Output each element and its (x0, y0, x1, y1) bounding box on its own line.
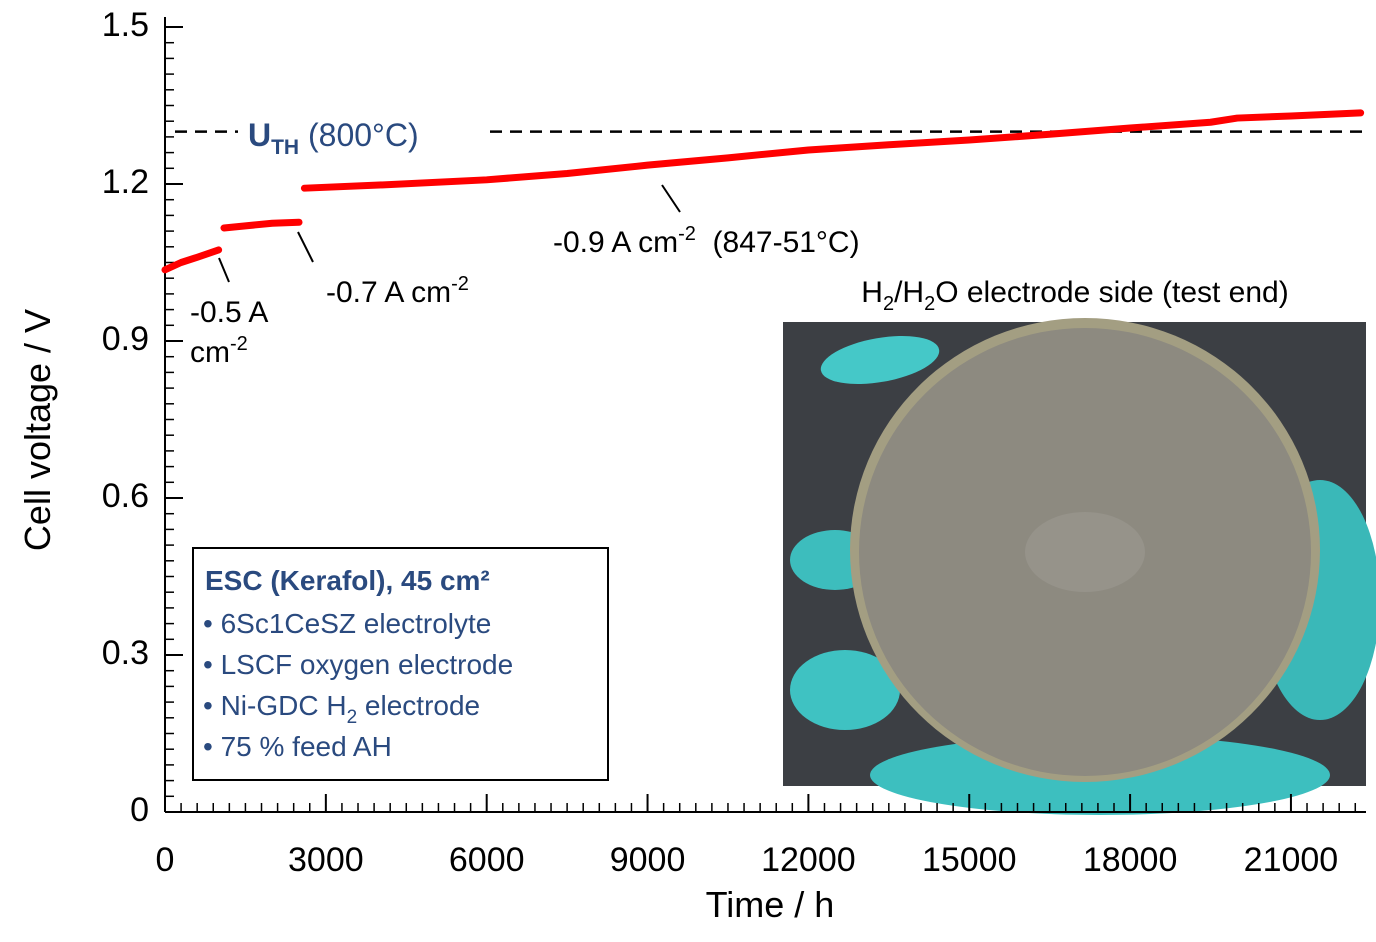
chart: H2/H2O electrode side (test end) ESC (Ke… (0, 0, 1376, 937)
legend-item: • 75 % feed AH (203, 731, 392, 762)
legend-title: ESC (Kerafol), 45 cm² (205, 565, 490, 596)
x-tick-label: 3000 (288, 841, 364, 879)
x-tick-label: 15000 (922, 841, 1017, 879)
y-tick-label: 1.5 (102, 6, 149, 44)
threshold-sub: TH (271, 136, 299, 159)
annotation-sup: -2 (451, 273, 469, 295)
annotation-part: cm (190, 336, 230, 369)
caption-part: /H (894, 276, 924, 309)
x-tick-label: 21000 (1244, 841, 1339, 879)
x-tick-label: 0 (156, 841, 175, 879)
x-tick-label: 12000 (761, 841, 856, 879)
annotation: -0.5 A (190, 296, 268, 329)
threshold-label: UTH (800°C) (248, 117, 419, 159)
caption-part: H (861, 276, 883, 309)
x-tick-label: 6000 (449, 841, 525, 879)
annotation-sup: -2 (678, 223, 696, 245)
threshold-part: (800°C) (299, 117, 419, 153)
y-tick-label: 0.6 (102, 477, 149, 515)
y-axis-label: Cell voltage / V (17, 309, 58, 551)
annotation: -0.7 A cm-2 (326, 273, 469, 309)
photo (783, 318, 1376, 815)
legend-part: electrode (357, 690, 480, 721)
annotation: cm-2 (190, 333, 248, 369)
annotation-part: -0.7 A cm (326, 276, 451, 309)
y-tick-label: 1.2 (102, 163, 149, 201)
x-tick-label: 18000 (1083, 841, 1178, 879)
caption-sub: 2 (883, 293, 894, 315)
caption-sub: 2 (924, 293, 935, 315)
annotation-sup: -2 (230, 333, 248, 355)
legend-box: ESC (Kerafol), 45 cm² • 6Sc1CeSZ electro… (193, 548, 608, 780)
legend-item: • LSCF oxygen electrode (203, 649, 513, 680)
y-tick-label: 0.9 (102, 320, 149, 358)
photo-caption: H2/H2O electrode side (test end) (861, 276, 1288, 315)
annotation-part: -0.9 A cm (553, 226, 678, 259)
legend-sub: 2 (347, 707, 358, 728)
legend-item: • 6Sc1CeSZ electrolyte (203, 608, 491, 639)
threshold-part: U (248, 117, 271, 153)
caption-part: O electrode side (test end) (935, 276, 1289, 309)
annotation-part: (847-51°C) (696, 226, 860, 259)
x-axis-label: Time / h (706, 884, 835, 925)
y-tick-label: 0.3 (102, 634, 149, 672)
y-tick-label: 0 (130, 791, 149, 829)
x-tick-label: 9000 (610, 841, 686, 879)
legend-part: • Ni-GDC H (203, 690, 347, 721)
annotation: -0.9 A cm-2 (847-51°C) (553, 223, 860, 259)
